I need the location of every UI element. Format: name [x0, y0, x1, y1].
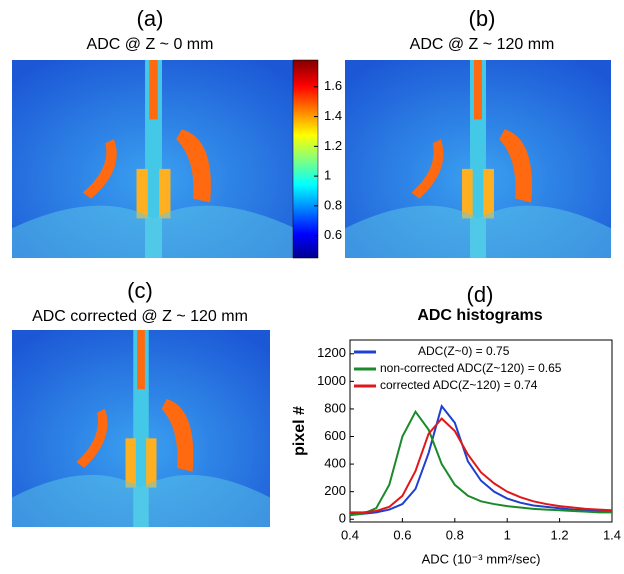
plot-frame: [349, 339, 613, 523]
image-a: [12, 60, 295, 258]
colorbar-tick-label: 1.2: [324, 138, 342, 153]
y-tick-label: 400: [324, 456, 346, 471]
panel-label: (d): [467, 282, 494, 307]
x-tick-label: 0.4: [341, 527, 359, 542]
y-tick-label: 800: [324, 400, 346, 415]
x-tick-label: 0.6: [393, 527, 411, 542]
legend-entry: ADC(Z~0) = 0.75: [418, 344, 510, 358]
chart-title: ADC histograms: [417, 307, 542, 324]
colorbar-tick-label: 0.6: [324, 227, 342, 242]
y-tick-label: 1000: [317, 373, 346, 388]
colorbar: [292, 59, 319, 259]
image-c: [12, 330, 270, 527]
legend-entry: corrected ADC(Z~120) = 0.74: [380, 378, 538, 392]
y-tick-label: 0: [339, 511, 346, 526]
y-tick-label: 600: [324, 428, 346, 443]
x-tick-label: 1.2: [551, 527, 569, 542]
y-axis-label: pixel #: [291, 406, 308, 456]
x-tick-label: 1: [504, 527, 511, 542]
series-line: [350, 417, 613, 514]
panel-label: (a): [137, 6, 164, 31]
series-line: [350, 404, 613, 515]
series-line: [349, 409, 612, 517]
y-tick-label: 1200: [317, 345, 346, 360]
x-tick-label: 0.8: [446, 527, 464, 542]
x-axis-label: ADC (10⁻³ mm²/sec): [422, 551, 541, 566]
x-tick-label: 1.4: [603, 527, 621, 542]
y-tick-label: 200: [324, 483, 346, 498]
panel-title: ADC @ Z ~ 0 mm: [87, 36, 214, 53]
legend-entry: non-corrected ADC(Z~120) = 0.65: [380, 361, 562, 375]
panel-label: (c): [127, 278, 153, 303]
colorbar-tick-label: 0.8: [324, 197, 342, 212]
image-b: [345, 60, 611, 258]
panel-title: ADC corrected @ Z ~ 120 mm: [32, 308, 248, 325]
panel-title: ADC @ Z ~ 120 mm: [410, 36, 555, 53]
colorbar-tick-label: 1.4: [324, 108, 342, 123]
colorbar-tick-label: 1: [324, 168, 331, 183]
colorbar-tick-label: 1.6: [324, 78, 342, 93]
panel-label: (b): [469, 6, 496, 31]
